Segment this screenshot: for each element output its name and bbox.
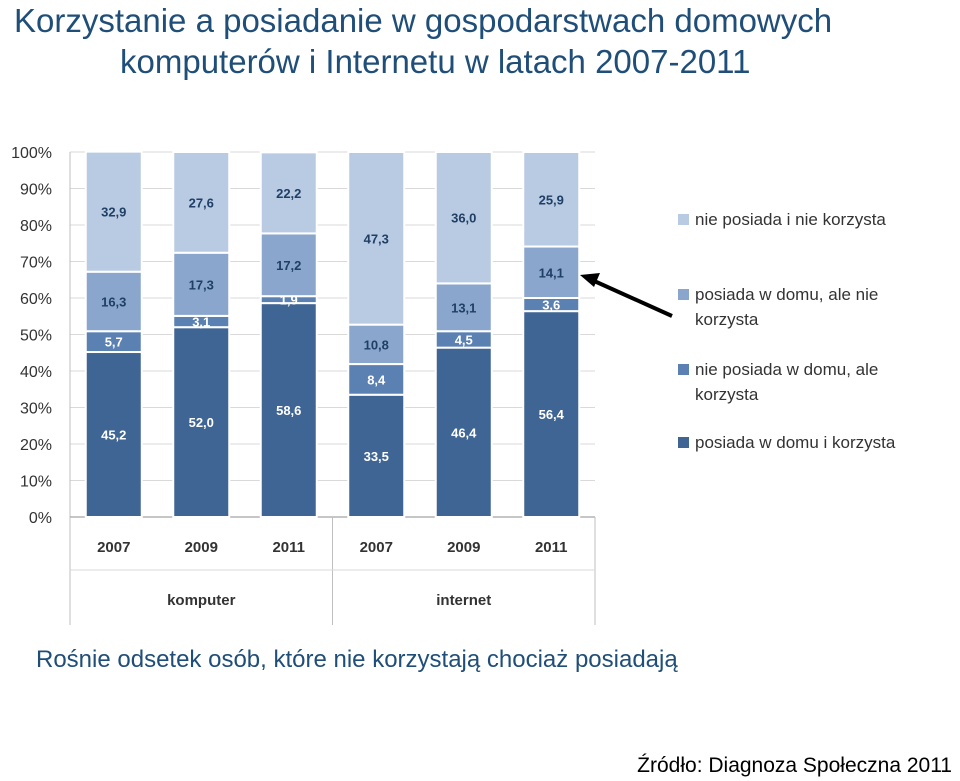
data-label: 14,1	[539, 265, 564, 280]
data-label: 5,7	[105, 335, 123, 350]
bar-segment	[84, 270, 143, 333]
bar-segment	[347, 151, 406, 326]
legend-swatch	[678, 437, 689, 448]
title-line-1: Korzystanie a posiadanie w gospodarstwac…	[14, 2, 833, 39]
bar-segment	[172, 151, 231, 254]
legend-label: posiada w domu i korzysta	[695, 433, 896, 452]
legend-label: posiada w domu, ale nie	[695, 285, 878, 304]
legend-swatch	[678, 289, 689, 300]
y-tick-label: 60%	[20, 291, 52, 308]
source-note: Źródło: Diagnoza Społeczna 2011	[637, 754, 952, 777]
data-label: 47,3	[364, 231, 389, 246]
x-tick-label: 2011	[535, 539, 568, 556]
bar-segment	[347, 323, 406, 366]
stacked-bar-chart: 0% 10% 20% 30% 40% 50% 60% 70% 80% 90% 100% 45,2 5,7…	[11, 145, 896, 625]
x-tick-label: 2009	[447, 539, 480, 556]
bar-segment	[347, 363, 406, 396]
data-label: 45,2	[101, 428, 126, 443]
data-label: 13,1	[451, 300, 476, 315]
y-tick-label: 90%	[20, 182, 52, 199]
y-tick-label: 40%	[20, 364, 52, 381]
data-label: 25,9	[539, 192, 564, 207]
bar-segment	[434, 282, 493, 333]
x-tick-label: 2009	[185, 539, 218, 556]
data-label: 33,5	[364, 449, 389, 464]
bar-segment	[259, 151, 318, 235]
caption: Rośnie odsetek osób, które nie korzystaj…	[36, 646, 678, 673]
data-label: 17,3	[189, 277, 214, 292]
y-tick-label: 20%	[20, 437, 52, 454]
x-tick-label: 2007	[97, 539, 130, 556]
bar-segment	[522, 245, 581, 300]
x-tick-label: 2007	[360, 539, 393, 556]
data-label: 10,8	[364, 337, 389, 352]
data-label: 8,4	[367, 372, 386, 387]
data-label: 3,1	[192, 315, 210, 330]
data-label: 36,0	[451, 211, 476, 226]
bar-segment	[522, 151, 581, 248]
data-label: 46,4	[451, 425, 477, 440]
legend-label: nie posiada i nie korzysta	[695, 210, 886, 229]
data-label: 4,5	[455, 332, 473, 347]
legend-swatch	[678, 214, 689, 225]
bar-segment	[259, 232, 318, 298]
data-label: 58,6	[276, 403, 301, 418]
legend-label: nie posiada w domu, ale	[695, 360, 878, 379]
y-tick-label: 80%	[20, 218, 52, 235]
data-label: 16,3	[101, 294, 126, 309]
legend-label: korzysta	[695, 310, 759, 329]
y-tick-label: 100%	[11, 145, 52, 162]
y-tick-label: 70%	[20, 255, 52, 272]
bar-segment	[84, 351, 143, 518]
bar-segment	[84, 150, 143, 273]
arrow-line	[591, 278, 673, 318]
arrow-head	[580, 273, 600, 287]
x-tick-label: 2011	[272, 539, 305, 556]
bar-segment	[172, 326, 231, 518]
legend-label: korzysta	[695, 385, 759, 404]
group-label: komputer	[167, 592, 236, 609]
data-label: 22,2	[276, 186, 301, 201]
data-label: 56,4	[539, 407, 565, 422]
chart-title: Korzystanie a posiadanie w gospodarstwac…	[8, 0, 958, 82]
group-label: internet	[436, 592, 491, 609]
data-label: 27,6	[189, 195, 214, 210]
data-label: 17,2	[276, 258, 301, 273]
title-line-2: komputerów i Internetu w latach 2007-201…	[120, 43, 751, 80]
data-label: 32,9	[101, 205, 126, 220]
y-tick-label: 30%	[20, 401, 52, 418]
y-tick-label: 10%	[20, 474, 52, 491]
bar-segment	[434, 346, 493, 518]
bar-segment	[259, 302, 318, 518]
data-label: 52,0	[189, 415, 214, 430]
y-tick-label: 50%	[20, 328, 52, 345]
legend-swatch	[678, 364, 689, 375]
bar-segment	[347, 393, 406, 519]
bar-segment	[434, 151, 493, 285]
data-label: 3,6	[542, 298, 560, 313]
y-tick-label: 0%	[29, 510, 52, 527]
